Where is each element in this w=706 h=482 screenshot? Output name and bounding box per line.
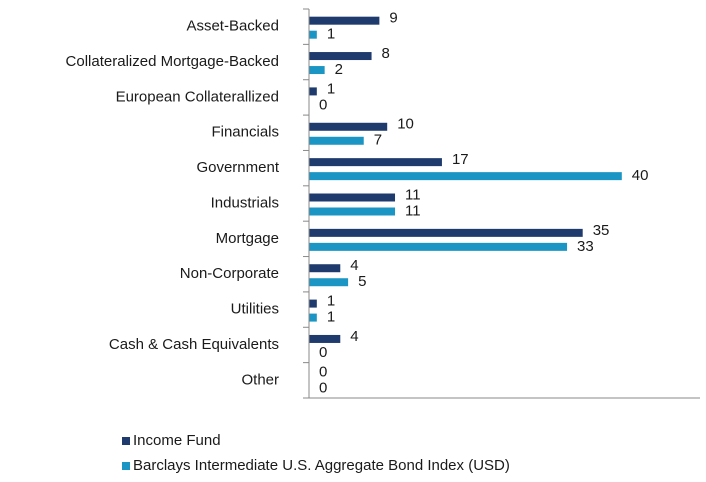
data-label: 10 [397,116,414,133]
bar [309,207,396,216]
legend-label: Barclays Intermediate U.S. Aggregate Bon… [133,457,510,474]
data-label: 7 [374,132,382,149]
bar [309,52,372,61]
data-label: 0 [319,363,327,380]
bar [309,334,341,343]
data-label: 4 [350,328,358,345]
data-label: 11 [405,202,421,219]
data-label: 1 [327,26,335,43]
y-tick-label: Financials [211,124,279,141]
bar [309,136,364,145]
bar [309,66,325,75]
y-tick-label: Other [241,371,279,388]
bar [309,158,442,167]
bar [309,122,388,131]
y-tick-label: Asset-Backed [186,18,279,35]
data-label: 8 [382,45,390,62]
legend-swatch [122,437,130,445]
data-label: 2 [335,61,343,78]
y-tick-label: Non-Corporate [180,265,279,282]
data-label: 40 [632,167,649,184]
bar [309,313,317,322]
y-tick-label: Government [196,159,279,176]
bar [309,193,396,202]
y-tick-label: Industrials [211,194,279,211]
data-label: 11 [405,186,421,203]
bar [309,172,622,181]
data-label: 9 [389,10,397,27]
data-label: 0 [319,379,327,396]
bar [309,278,349,287]
bar [309,87,317,96]
y-tick-label: Mortgage [216,230,279,247]
bar [309,299,317,308]
data-label: 0 [319,96,327,113]
bar [309,242,568,251]
bar [309,30,317,39]
data-label: 4 [350,257,358,274]
data-label: 1 [327,80,335,97]
data-label: 1 [327,309,335,326]
data-label: 33 [577,238,594,255]
y-tick-label: Collateralized Mortgage-Backed [66,53,279,70]
y-tick-label: European Collaterallized [116,88,279,105]
legend-swatch [122,462,130,470]
y-tick-label: Cash & Cash Equivalents [109,336,279,353]
data-label: 35 [593,222,610,239]
bar [309,16,380,25]
data-label: 1 [327,293,335,310]
bar [309,264,341,273]
data-label: 17 [452,151,469,168]
legend-label: Income Fund [133,432,221,449]
y-tick-label: Utilities [231,301,279,318]
bar [309,228,583,237]
data-label: 5 [358,273,366,290]
data-label: 0 [319,344,327,361]
